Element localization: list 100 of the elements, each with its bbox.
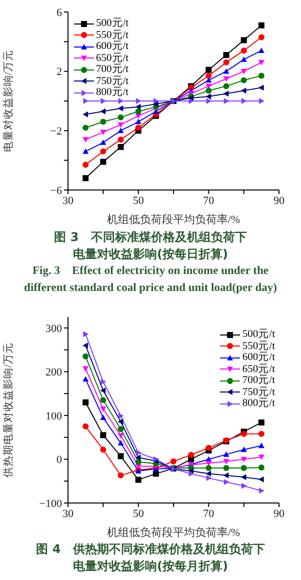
point bbox=[258, 48, 264, 53]
caption: 图 3 不同标准煤价格及机组负荷下 bbox=[53, 229, 248, 246]
point bbox=[258, 84, 264, 91]
point bbox=[118, 433, 124, 439]
point bbox=[223, 52, 230, 58]
caption: 图 4 供热期不同标准煤价格及机组负荷下 bbox=[35, 541, 266, 558]
point bbox=[118, 472, 124, 478]
point bbox=[83, 331, 89, 338]
point bbox=[136, 450, 142, 456]
y-tick-label: −6 bbox=[50, 184, 62, 197]
point bbox=[100, 432, 106, 438]
point bbox=[118, 440, 124, 446]
point bbox=[118, 418, 124, 425]
legend-label: 650元/t bbox=[242, 364, 275, 374]
point bbox=[100, 414, 106, 420]
point bbox=[118, 128, 124, 134]
point bbox=[206, 88, 212, 94]
point bbox=[224, 478, 230, 485]
point bbox=[240, 446, 247, 452]
point bbox=[240, 56, 247, 62]
point bbox=[223, 464, 230, 471]
point bbox=[135, 104, 141, 110]
y-tick-label: 100 bbox=[46, 410, 62, 422]
point bbox=[82, 111, 88, 118]
x-tick-label: 30 bbox=[62, 508, 74, 520]
legend-label: 500元/t bbox=[242, 329, 275, 340]
point bbox=[82, 376, 89, 382]
point bbox=[82, 175, 89, 182]
point bbox=[100, 378, 106, 385]
y-tick-label: 6 bbox=[56, 6, 62, 19]
y-tick-label: 2 bbox=[56, 66, 62, 78]
point bbox=[100, 397, 106, 404]
point bbox=[135, 124, 142, 131]
point bbox=[241, 482, 247, 489]
point bbox=[223, 83, 230, 90]
legend-label: 550元/t bbox=[242, 340, 275, 352]
x-tick-label: 50 bbox=[132, 194, 144, 207]
point bbox=[206, 94, 212, 100]
x-axis-title: 机组低负荷段平均负荷率/% bbox=[106, 526, 240, 539]
x-tick-label: 70 bbox=[203, 508, 215, 520]
y-tick-label: −2 bbox=[50, 126, 62, 138]
point bbox=[223, 76, 230, 82]
point bbox=[258, 34, 264, 40]
legend-label: 700元/t bbox=[242, 375, 275, 386]
caption: Fig. 3 Effect of electricity on income under the bbox=[32, 264, 270, 279]
legend-label: 700元/t bbox=[96, 64, 129, 76]
point bbox=[240, 474, 246, 480]
point bbox=[82, 137, 89, 143]
text: different standard coal price and unit load(per day) bbox=[23, 281, 278, 296]
legend-label: 600元/t bbox=[242, 352, 275, 364]
text: 电量对收益影响(按每日折算) bbox=[72, 246, 229, 263]
x-tick-label: 90 bbox=[274, 194, 285, 207]
y-axis-title: 供热期电量对收益影响/万元 bbox=[2, 342, 15, 478]
point bbox=[223, 459, 230, 464]
point bbox=[118, 105, 124, 112]
x-tick-label: 50 bbox=[132, 508, 144, 520]
point bbox=[100, 108, 106, 114]
x-tick-label: 90 bbox=[274, 508, 285, 520]
point bbox=[154, 98, 159, 104]
point bbox=[118, 144, 124, 150]
point bbox=[82, 162, 89, 168]
point bbox=[118, 453, 124, 460]
y-tick-label: −100 bbox=[39, 498, 62, 510]
point bbox=[188, 452, 194, 458]
point bbox=[259, 98, 264, 104]
legend-label: 550元/t bbox=[96, 30, 129, 40]
point bbox=[258, 60, 264, 66]
point bbox=[135, 454, 141, 460]
point bbox=[206, 444, 212, 451]
point bbox=[152, 100, 158, 107]
point bbox=[82, 342, 88, 348]
point bbox=[82, 124, 89, 131]
y-tick-label: 200 bbox=[46, 366, 62, 379]
legend-label: 600元/t bbox=[96, 41, 129, 52]
x-axis-title: 机组低负荷段平均负荷率/% bbox=[106, 213, 240, 226]
point bbox=[223, 68, 230, 74]
legend-label: 750元/t bbox=[242, 386, 275, 398]
point bbox=[118, 136, 124, 143]
point bbox=[258, 476, 264, 482]
point bbox=[259, 488, 264, 494]
point bbox=[100, 140, 106, 145]
point bbox=[82, 353, 89, 360]
point bbox=[170, 458, 176, 464]
point bbox=[240, 464, 247, 471]
x-tick-label: 70 bbox=[203, 194, 215, 207]
legend-label: 800元/t bbox=[242, 398, 275, 410]
point bbox=[258, 464, 264, 471]
point bbox=[206, 66, 212, 73]
point bbox=[240, 48, 247, 54]
point bbox=[188, 470, 194, 477]
point bbox=[223, 472, 229, 478]
point bbox=[206, 464, 212, 471]
point bbox=[135, 458, 142, 465]
point bbox=[82, 399, 89, 406]
point bbox=[100, 446, 106, 453]
y-axis-title: 电量对收益影响/万元 bbox=[2, 50, 15, 152]
point bbox=[240, 88, 246, 94]
point bbox=[135, 476, 142, 483]
point bbox=[206, 475, 212, 482]
legend-label: 800元/t bbox=[96, 87, 129, 98]
